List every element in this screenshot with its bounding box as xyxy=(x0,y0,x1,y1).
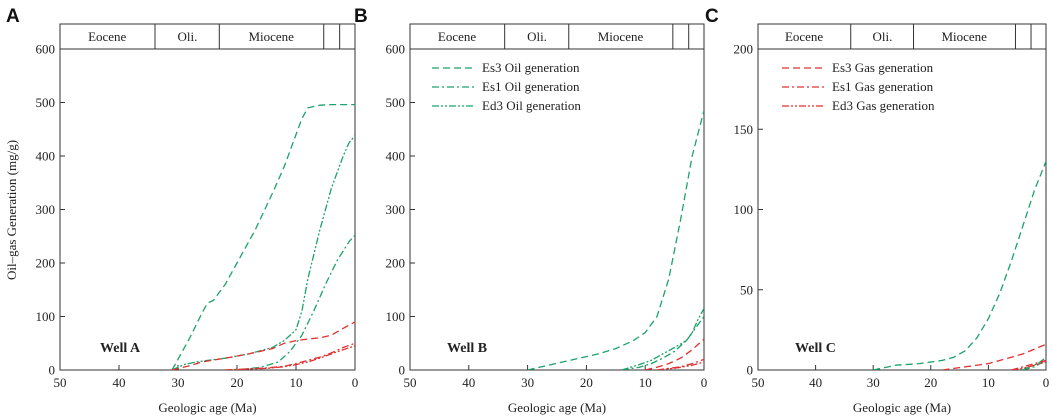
y-tick-label: 300 xyxy=(36,202,56,217)
y-tick-label: 0 xyxy=(399,363,406,378)
panel-letter-b: B xyxy=(354,6,368,27)
y-tick-label: 400 xyxy=(36,149,56,164)
legend-entry: Ed3 Oil generation xyxy=(482,98,581,113)
epoch-label: Eocene xyxy=(785,29,823,44)
series-line-es3-gas-generation xyxy=(645,338,704,370)
epoch-label: Miocene xyxy=(598,29,644,44)
series-line-es3-gas-generation xyxy=(942,343,1046,370)
y-tick-label: 400 xyxy=(386,149,406,164)
y-tick-label: 200 xyxy=(386,256,406,271)
series-line-ed3-oil-generation xyxy=(171,135,355,370)
y-tick-label: 150 xyxy=(734,122,754,137)
epoch-label: Miocene xyxy=(941,29,987,44)
series-line-es1-oil-generation xyxy=(236,234,355,370)
y-tick-label: 100 xyxy=(386,309,406,324)
x-tick-label: 10 xyxy=(290,375,303,390)
series-group xyxy=(171,103,355,370)
y-tick-label: 0 xyxy=(49,363,56,378)
y-tick-label: 0 xyxy=(747,363,754,378)
x-tick-label: 0 xyxy=(1043,375,1050,390)
x-tick-label: 30 xyxy=(867,375,880,390)
series-line-es1-gas-generation xyxy=(225,342,355,370)
legend-entry: Es1 Gas generation xyxy=(832,79,934,94)
x-tick-label: 30 xyxy=(521,375,534,390)
panel-labels: A B C xyxy=(6,6,719,27)
epoch-label: Eocene xyxy=(88,29,126,44)
x-tick-label: 10 xyxy=(639,375,652,390)
y-tick-label: 500 xyxy=(386,95,406,110)
x-tick-label: 20 xyxy=(231,375,244,390)
legend-entry: Es3 Oil generation xyxy=(482,60,580,75)
x-tick-label: 50 xyxy=(54,375,67,390)
series-line-ed3-oil-generation xyxy=(621,308,704,370)
y-axis-title: Oil–gas Generation (mg/g) xyxy=(4,140,19,280)
series-line-ed3-oil-generation xyxy=(1022,356,1046,370)
legend: Es3 Gas generation Es1 Gas generation Ed3 … xyxy=(782,60,935,113)
x-tick-label: 20 xyxy=(924,375,937,390)
panel-letter-c: C xyxy=(705,6,719,27)
y-tick-label: 200 xyxy=(36,256,56,271)
epoch-label: Oli. xyxy=(527,29,547,44)
series-line-es1-gas-generation xyxy=(656,358,704,370)
y-tick-label: 600 xyxy=(386,42,406,57)
epoch-label: Eocene xyxy=(438,29,476,44)
y-tick-label: 300 xyxy=(386,202,406,217)
series-line-es3-oil-generation xyxy=(171,103,355,370)
series-group xyxy=(527,110,704,370)
well-label: Well B xyxy=(447,341,487,356)
x-tick-label: 0 xyxy=(701,375,708,390)
series-line-es1-gas-generation xyxy=(1011,359,1046,370)
y-tick-label: 500 xyxy=(36,95,56,110)
x-tick-label: 40 xyxy=(809,375,822,390)
series-line-ed3-gas-generation xyxy=(656,361,704,370)
series-line-es3-gas-generation xyxy=(171,321,355,370)
legend: Es3 Oil generation Es1 Oil generation Ed3 … xyxy=(432,60,581,113)
panel-letter-a: A xyxy=(6,6,20,27)
legend-entry: Ed3 Gas generation xyxy=(832,98,935,113)
x-axis-title: Geologic age (Ma) xyxy=(158,400,256,415)
plot-frame xyxy=(59,23,356,371)
x-axis-title: Geologic age (Ma) xyxy=(508,400,606,415)
well-label: Well C xyxy=(795,341,836,356)
series-line-es3-oil-generation xyxy=(527,110,704,370)
series-line-ed3-gas-generation xyxy=(225,345,355,370)
legend-entry: Es3 Gas generation xyxy=(832,60,934,75)
legend-entry: Es1 Oil generation xyxy=(482,79,580,94)
plot-frame xyxy=(409,23,705,371)
x-tick-label: 40 xyxy=(462,375,475,390)
epoch-label: Oli. xyxy=(178,29,198,44)
y-tick-label: 600 xyxy=(36,42,56,57)
x-tick-label: 30 xyxy=(172,375,185,390)
epoch-label: Oli. xyxy=(872,29,892,44)
x-tick-label: 0 xyxy=(352,375,359,390)
x-tick-label: 50 xyxy=(404,375,417,390)
series-line-es3-oil-generation xyxy=(873,161,1046,370)
epoch-label: Miocene xyxy=(248,29,294,44)
series-line-ed3-gas-generation xyxy=(1011,361,1046,370)
x-tick-label: 20 xyxy=(580,375,593,390)
y-tick-label: 200 xyxy=(734,42,754,57)
x-tick-label: 50 xyxy=(752,375,765,390)
y-tick-label: 50 xyxy=(740,282,753,297)
series-group xyxy=(873,161,1046,370)
x-tick-label: 40 xyxy=(113,375,126,390)
well-label: Well A xyxy=(100,341,141,356)
x-tick-label: 10 xyxy=(982,375,995,390)
y-tick-label: 100 xyxy=(36,309,56,324)
x-axis-title: Geologic age (Ma) xyxy=(853,400,951,415)
plot-frame xyxy=(757,23,1047,371)
series-line-es1-oil-generation xyxy=(621,316,704,370)
y-tick-label: 100 xyxy=(734,202,754,217)
